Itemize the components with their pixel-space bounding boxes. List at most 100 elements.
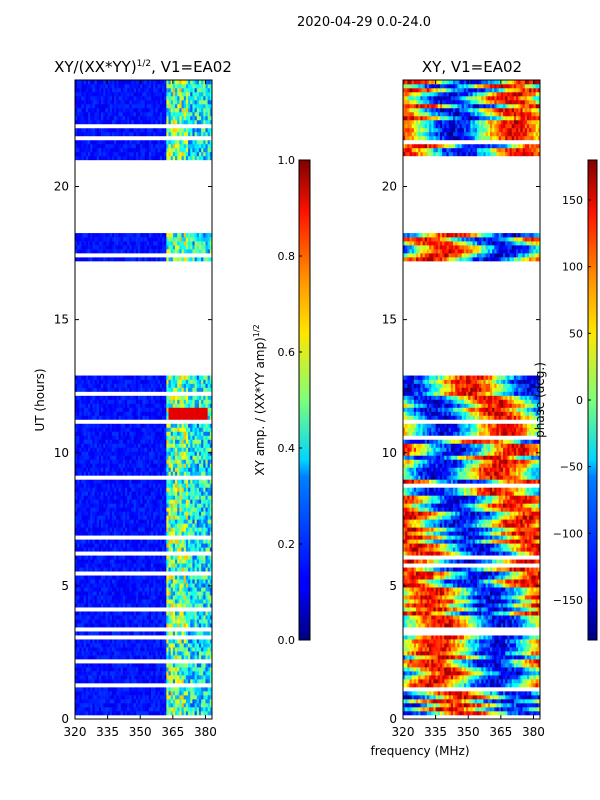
amp-heatmap-cell [107,431,111,436]
amp-heatmap-cell [94,607,98,612]
amp-heatmap-cell [125,543,128,548]
amp-heatmap-cell [118,451,121,456]
amp-heatmap-cell [181,631,185,636]
amp-heatmap-cell [185,607,189,612]
amp-heatmap-cell [157,487,161,492]
amp-heatmap-cell [107,439,111,444]
amp-heatmap-cell [168,483,171,488]
amp-heatmap-cell [105,655,108,660]
amp-heatmap-cell [109,667,113,672]
amp-heatmap-cell [168,547,171,552]
amp-heatmap-cell [164,467,167,472]
amp-heatmap-cell [125,531,128,536]
amp-heatmap-cell [109,515,113,520]
amp-heatmap-cell [144,619,148,624]
amp-heatmap-cell [103,631,106,636]
amp-heatmap-cell [151,443,154,448]
amp-heatmap-cell [201,619,204,624]
amp-heatmap-cell [125,567,128,572]
amp-heatmap-cell [205,471,208,476]
amp-heatmap-cell [77,703,80,708]
amp-heatmap-cell [183,555,187,560]
amp-heatmap-cell [111,687,115,692]
amp-heatmap-cell [181,499,185,504]
amp-heatmap-cell [192,599,195,604]
amp-heatmap-cell [205,479,208,484]
amp-heatmap-cell [129,539,132,544]
amp-heatmap-cell [146,415,150,420]
amp-heatmap-cell [85,455,89,460]
amp-heatmap-cell [90,471,93,476]
amp-heatmap-cell [172,579,176,584]
amp-heatmap-cell [83,483,87,488]
amp-heatmap-cell [170,563,174,568]
amp-heatmap-cell [192,651,195,656]
amp-heatmap-cell [79,711,82,716]
amp-heatmap-cell [209,543,213,548]
amp-heatmap-cell [192,431,195,436]
amp-heatmap-cell [107,411,111,416]
amp-heatmap-cell [83,399,87,404]
amp-heatmap-cell [98,491,102,496]
amp-heatmap-cell [79,403,82,408]
amp-heatmap-cell [183,487,187,492]
amp-heatmap-cell [103,587,106,592]
amp-heatmap-cell [170,491,174,496]
amp-heatmap-cell [177,611,180,616]
amp-heatmap-cell [81,443,84,448]
amp-heatmap-cell [175,683,178,688]
amp-heatmap-cell [190,539,193,544]
amp-heatmap-cell [96,595,100,600]
amp-heatmap-cell [92,571,95,576]
amp-heatmap-cell [131,547,135,552]
amp-heatmap-cell [166,439,169,444]
amp-heatmap-cell [190,571,193,576]
amp-heatmap-cell [90,587,93,592]
amp-heatmap-cell [177,599,180,604]
amp-heatmap-cell [79,563,82,568]
amp-heatmap-cell [159,511,163,516]
amp-heatmap-cell [105,483,108,488]
amp-heatmap-cell [185,515,189,520]
amp-heatmap-cell [116,635,119,640]
amp-heatmap-cell [181,443,185,448]
amp-heatmap-cell [205,431,208,436]
amp-heatmap-cell [207,423,211,428]
amp-heatmap-cell [88,667,91,672]
amp-heatmap-cell [164,655,167,660]
amp-heatmap-cell [98,403,102,408]
amp-heatmap-cell [83,575,87,580]
amp-heatmap-cell [148,699,152,704]
amp-heatmap-cell [116,571,119,576]
amp-heatmap-cell [168,579,171,584]
amp-heatmap-cell [98,603,102,608]
amp-heatmap-cell [118,655,121,660]
amp-heatmap-cell [203,651,206,656]
amp-heatmap-cell [83,459,87,464]
amp-heatmap-cell [135,623,139,628]
amp-heatmap-cell [138,499,141,504]
amp-heatmap-cell [116,543,119,548]
amp-heatmap-cell [185,435,189,440]
amp-heatmap-cell [151,447,154,452]
amp-heatmap-cell [98,559,102,564]
amp-heatmap-cell [153,559,156,564]
amp-heatmap-cell [131,499,135,504]
amp-heatmap-cell [138,707,141,712]
amp-heatmap-cell [140,543,143,548]
amp-heatmap-cell [79,411,82,416]
amp-heatmap-cell [75,467,78,472]
amp-heatmap-cell [79,451,82,456]
amp-heatmap-cell [201,591,204,596]
amp-heatmap-cell [77,471,80,476]
amp-heatmap-cell [79,419,82,424]
amp-heatmap-cell [92,559,95,564]
amp-heatmap-cell [205,631,208,636]
amp-heatmap-cell [144,423,148,428]
amp-heatmap-cell [129,643,132,648]
amp-heatmap-cell [175,483,178,488]
amp-heatmap-cell [190,591,193,596]
amp-heatmap-cell [129,503,132,508]
amp-heatmap-cell [96,563,100,568]
amp-heatmap-cell [151,487,154,492]
